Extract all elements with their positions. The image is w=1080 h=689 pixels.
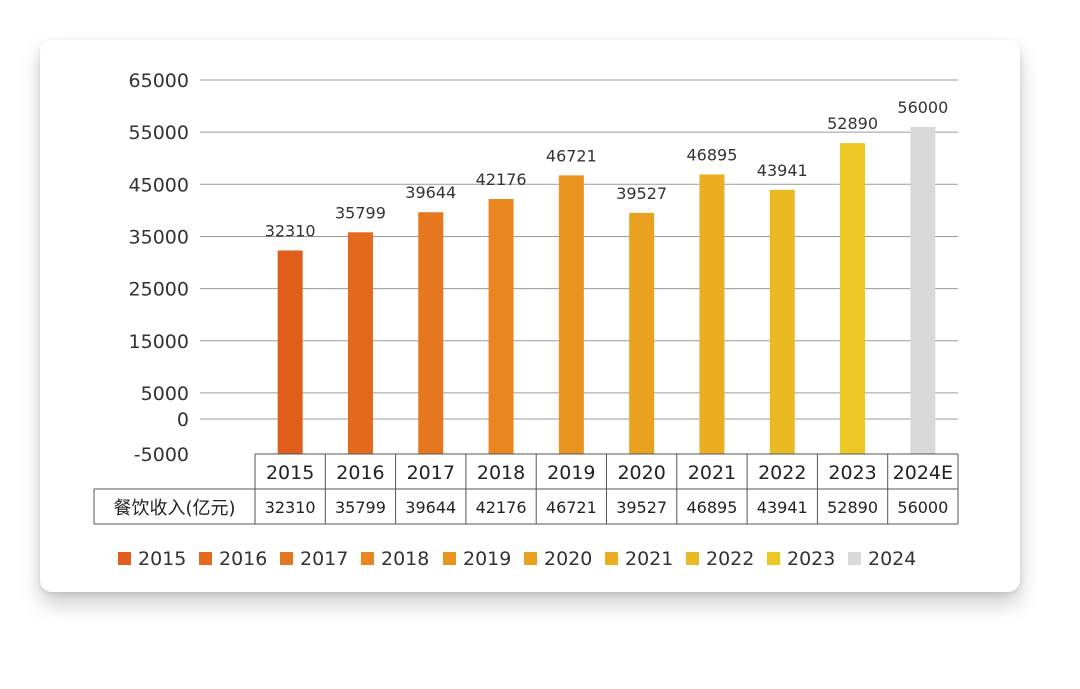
table-value: 43941 (757, 498, 808, 517)
data-label: 32310 (265, 221, 316, 240)
bar (277, 250, 303, 454)
data-label: 46895 (686, 145, 737, 164)
bar (840, 143, 866, 454)
legend-label: 2024 (868, 548, 916, 570)
y-tick-label: 15000 (129, 331, 189, 353)
legend-swatch (118, 552, 131, 565)
bar (910, 126, 936, 454)
x-category-label: 2024E (893, 462, 953, 484)
legend-swatch (524, 552, 537, 565)
table-row-label: 餐饮收入(亿元) (113, 498, 235, 519)
legend-swatch (361, 552, 374, 565)
table-value: 46895 (686, 498, 737, 517)
legend-label: 2023 (787, 548, 835, 570)
x-category-label: 2015 (266, 462, 314, 484)
bar (347, 232, 373, 454)
legend-label: 2019 (463, 548, 511, 570)
y-tick-label: 25000 (129, 279, 189, 301)
legend-swatch (199, 552, 212, 565)
data-label: 52890 (827, 114, 878, 133)
table-value: 39644 (405, 498, 456, 517)
bar (699, 174, 725, 454)
legend-label: 2021 (625, 548, 673, 570)
legend-label: 2015 (138, 548, 186, 570)
table-value: 42176 (476, 498, 527, 517)
x-category-label: 2016 (336, 462, 384, 484)
x-category-label: 2023 (828, 462, 876, 484)
y-tick-label: -5000 (134, 444, 189, 466)
y-tick-label: 55000 (129, 122, 189, 144)
legend-swatch (443, 552, 456, 565)
table-value: 39527 (616, 498, 667, 517)
x-category-label: 2021 (688, 462, 736, 484)
bar (488, 199, 514, 454)
legend-swatch (280, 552, 293, 565)
table-value: 56000 (897, 498, 948, 517)
table-value: 35799 (335, 498, 386, 517)
bar (418, 212, 444, 454)
table-value: 32310 (265, 498, 316, 517)
data-label: 35799 (335, 203, 386, 222)
legend-swatch (686, 552, 699, 565)
bar (558, 175, 584, 454)
legend-label: 2017 (300, 548, 348, 570)
y-tick-label: 65000 (129, 70, 189, 92)
data-label: 46721 (546, 146, 597, 165)
data-label: 42176 (476, 170, 527, 189)
legend-swatch (767, 552, 780, 565)
x-category-label: 2019 (547, 462, 595, 484)
legend-swatch (605, 552, 618, 565)
y-tick-label: 45000 (129, 174, 189, 196)
data-label: 43941 (757, 161, 808, 180)
table-value: 46721 (546, 498, 597, 517)
legend-label: 2016 (219, 548, 267, 570)
table-value: 52890 (827, 498, 878, 517)
data-label: 39644 (405, 183, 456, 202)
y-tick-label: 35000 (129, 226, 189, 248)
y-tick-label: 5000 (141, 383, 189, 405)
x-category-label: 2022 (758, 462, 806, 484)
x-category-label: 2017 (407, 462, 455, 484)
legend-label: 2018 (381, 548, 429, 570)
x-category-label: 2018 (477, 462, 525, 484)
x-category-label: 2020 (617, 462, 665, 484)
data-label: 39527 (616, 184, 667, 203)
legend-swatch (848, 552, 861, 565)
data-label: 56000 (897, 98, 948, 117)
bar (769, 189, 795, 454)
legend-label: 2022 (706, 548, 754, 570)
legend-label: 2020 (544, 548, 592, 570)
bar (629, 212, 655, 454)
y-tick-label: 0 (177, 409, 189, 431)
